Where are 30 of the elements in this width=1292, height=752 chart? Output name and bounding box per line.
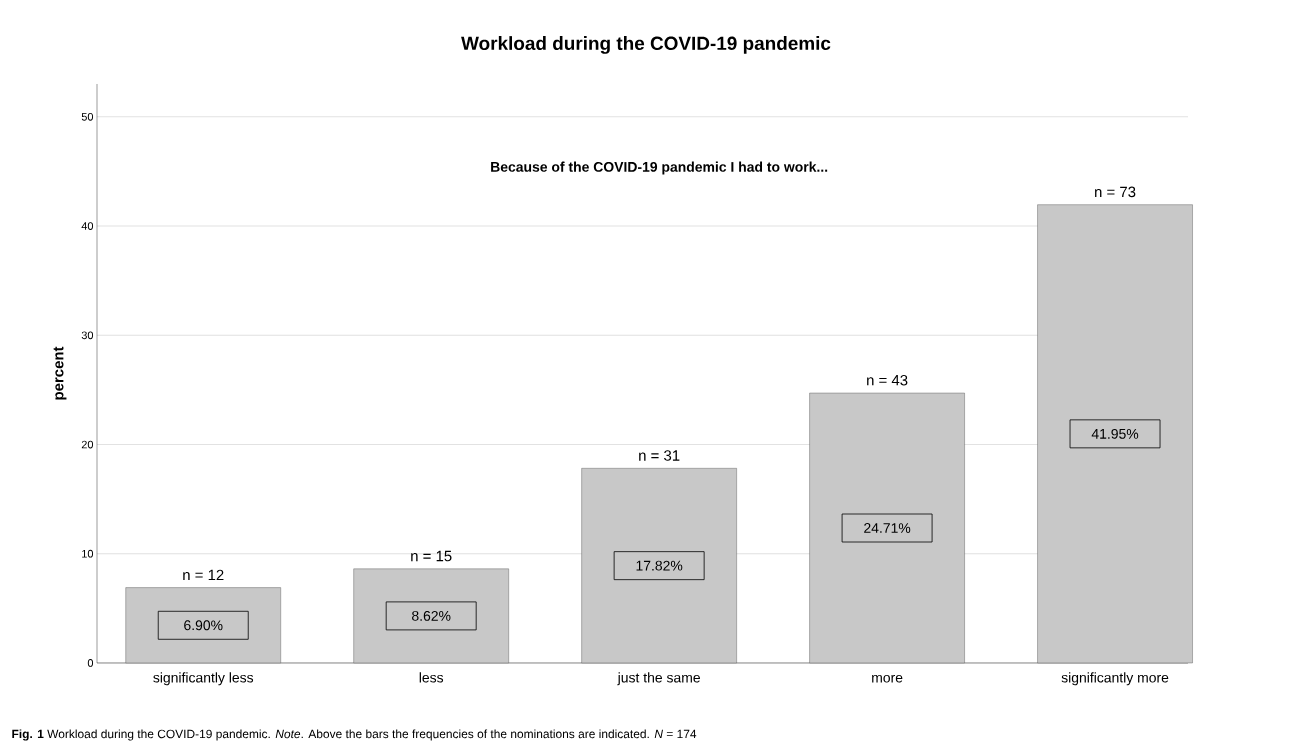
chart-title: Workload during the COVID-19 pandemic <box>461 36 831 54</box>
y-tick-label: 50 <box>81 112 94 121</box>
annotation: n = 12 <box>183 569 224 581</box>
y-axis-title: percent <box>53 346 67 400</box>
data-label: 8.62% <box>412 610 451 621</box>
annotation: n = 73 <box>1095 186 1136 198</box>
bar <box>125 587 281 664</box>
bar <box>1037 204 1193 664</box>
data-label: 41.95% <box>1091 428 1139 439</box>
x-tick-label: more <box>872 674 903 683</box>
annotation: n = 43 <box>867 374 908 386</box>
annotation: n = 31 <box>639 450 680 461</box>
x-tick-label: less <box>419 672 444 683</box>
x-tick-label: significantly more <box>1061 672 1169 686</box>
bar <box>353 568 509 664</box>
text: Fig. 1 Workload during the COVID-19 pandemic. Note. Above the bars the frequencies of the nominations are indicated. N = 174 <box>12 729 697 741</box>
y-tick-label: 0 <box>87 659 94 667</box>
y-tick-label: 30 <box>81 331 94 340</box>
y-tick-label: 40 <box>81 222 94 230</box>
data-label: 17.82% <box>636 560 683 571</box>
data-label: 24.71% <box>864 523 911 533</box>
y-tick-label: 20 <box>81 440 94 449</box>
bar <box>809 392 965 664</box>
x-tick-label: significantly less <box>153 672 254 686</box>
annotation: n = 15 <box>411 550 452 562</box>
x-tick-label: just the same <box>617 672 700 686</box>
bar <box>581 468 737 664</box>
data-label: 6.90% <box>184 620 223 631</box>
y-tick-label: 10 <box>82 549 94 558</box>
text: Because of the COVID-19 pandemic I had to work... <box>491 161 828 175</box>
